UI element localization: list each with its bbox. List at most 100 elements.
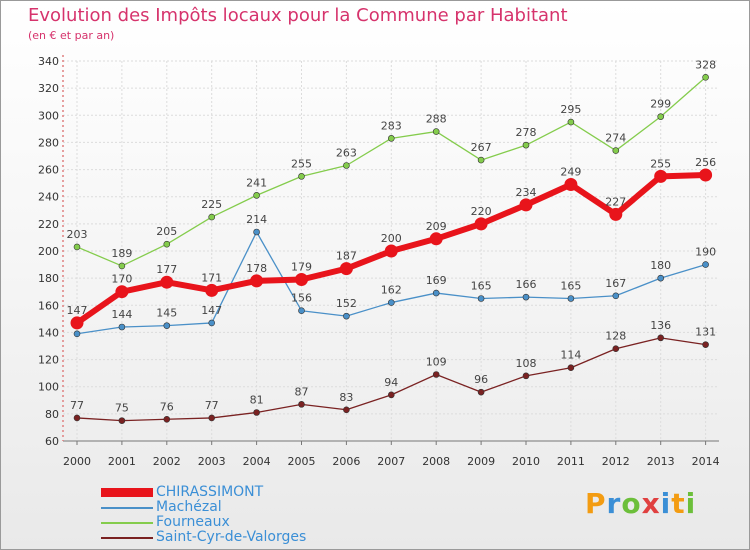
x-tick-label: 2012 <box>602 455 630 468</box>
x-tick-label: 2011 <box>557 455 585 468</box>
data-point <box>298 307 305 315</box>
data-point <box>654 169 668 183</box>
data-label: 77 <box>205 399 219 412</box>
logo-letter: t <box>671 487 686 520</box>
data-label: 241 <box>246 176 267 189</box>
data-point <box>163 415 171 423</box>
data-point <box>477 295 485 302</box>
data-point <box>208 319 215 327</box>
axes: 60 80 100 120 140 160 180 200 220 240 260 280 300 320… <box>38 55 720 468</box>
x-tick-label: 2002 <box>153 455 181 468</box>
data-point <box>657 113 665 120</box>
x-tick-label: 2003 <box>198 455 226 468</box>
data-point <box>477 388 485 396</box>
data-point <box>609 207 623 221</box>
data-label: 145 <box>156 307 177 320</box>
data-label: 190 <box>695 246 716 259</box>
data-point <box>564 178 578 191</box>
data-point <box>429 232 443 246</box>
data-label: 256 <box>695 156 716 169</box>
data-label: 263 <box>336 147 357 160</box>
data-label: 180 <box>650 259 671 272</box>
data-point <box>118 417 126 424</box>
data-point <box>387 299 395 306</box>
legend: CHIRASSIMONT Machézal Fourneaux Saint-Cyr-d… <box>101 485 361 545</box>
value-labels: 147 170 177 171 178 179 187 200 209 220 234 249 227 2… <box>67 58 717 414</box>
y-tick-label: 300 <box>38 109 59 122</box>
legend-swatch <box>101 522 153 524</box>
logo-letter: P <box>585 487 607 520</box>
y-tick-label: 100 <box>38 381 59 394</box>
grid <box>63 60 719 442</box>
data-point <box>567 118 575 126</box>
data-point <box>253 228 260 236</box>
y-tick-label: 80 <box>45 408 59 421</box>
series <box>70 73 713 424</box>
y-tick-label: 180 <box>38 272 59 285</box>
chart-subtitle: (en € et par an) <box>28 29 115 42</box>
data-label: 274 <box>605 132 626 145</box>
x-tick-label: 2009 <box>467 455 495 468</box>
legend-swatch <box>101 507 153 509</box>
legend-label: Fourneaux <box>156 514 230 530</box>
legend-label: CHIRASSIMONT <box>156 484 264 500</box>
data-point <box>160 275 174 289</box>
data-point <box>702 73 709 81</box>
data-label: 278 <box>516 126 537 139</box>
x-tick-label: 2007 <box>377 455 405 468</box>
data-label: 299 <box>650 98 671 111</box>
data-label: 171 <box>201 271 222 284</box>
data-point <box>298 173 305 180</box>
data-label: 131 <box>695 326 716 339</box>
data-label: 83 <box>339 391 353 404</box>
data-point <box>432 128 440 135</box>
x-tick-label: 2006 <box>332 455 360 468</box>
data-label: 147 <box>67 304 88 317</box>
data-point <box>657 334 665 342</box>
data-point <box>118 262 126 270</box>
data-point <box>522 372 530 380</box>
data-label: 144 <box>111 308 132 321</box>
data-label: 177 <box>156 263 177 276</box>
data-point <box>73 414 81 422</box>
data-point <box>298 401 305 408</box>
y-tick-label: 240 <box>38 191 59 204</box>
data-label: 152 <box>336 297 357 310</box>
data-point <box>339 262 353 276</box>
data-label: 109 <box>426 356 447 369</box>
data-label: 170 <box>111 273 132 286</box>
data-label: 94 <box>384 376 398 389</box>
y-tick-label: 160 <box>38 299 59 312</box>
data-point <box>657 274 665 282</box>
data-label: 255 <box>291 157 312 170</box>
data-label: 166 <box>516 278 537 291</box>
data-point <box>343 406 350 414</box>
data-label: 200 <box>381 232 402 245</box>
data-point <box>567 295 575 302</box>
legend-label: Saint-Cyr-de-Valorges <box>156 529 307 545</box>
data-point <box>387 135 395 142</box>
data-point <box>699 168 713 182</box>
series-machezal <box>73 228 709 338</box>
y-tick-label: 140 <box>38 326 59 339</box>
x-tick-label: 2010 <box>512 455 540 468</box>
data-label: 76 <box>160 400 174 413</box>
data-point <box>387 391 395 399</box>
data-point <box>432 371 440 378</box>
data-point <box>343 162 350 169</box>
data-label: 249 <box>560 166 581 179</box>
data-label: 162 <box>381 284 402 297</box>
data-point <box>522 293 530 301</box>
data-label: 288 <box>426 113 447 126</box>
data-point <box>384 244 398 258</box>
data-label: 295 <box>560 103 581 116</box>
data-point <box>702 261 709 268</box>
y-tick-label: 280 <box>38 136 59 149</box>
data-point <box>208 213 215 221</box>
data-label: 267 <box>471 141 492 154</box>
data-point <box>253 192 260 199</box>
data-label: 87 <box>295 385 309 398</box>
data-point <box>163 240 171 248</box>
logo-letter: i <box>660 487 672 520</box>
